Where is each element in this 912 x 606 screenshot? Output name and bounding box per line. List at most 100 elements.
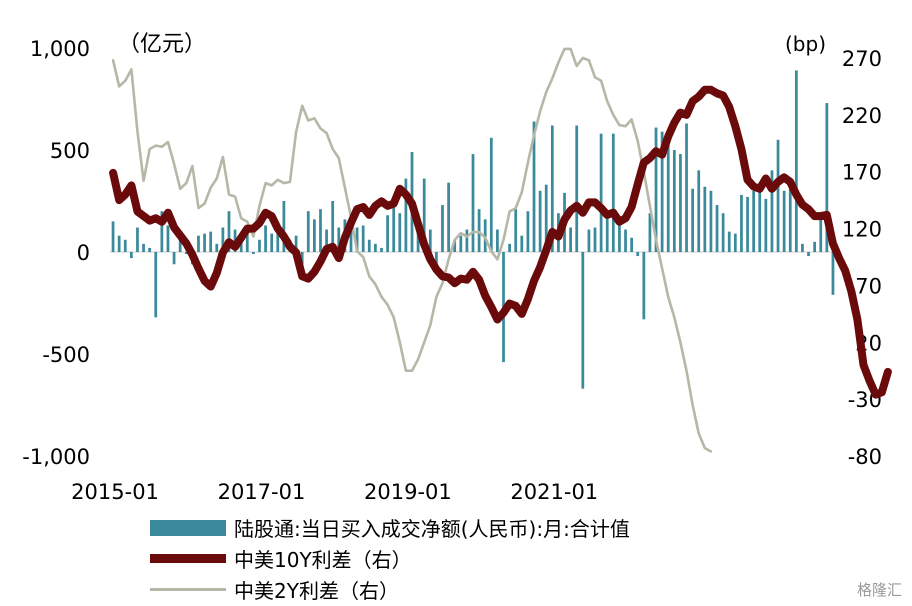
bar — [142, 243, 145, 252]
bar — [532, 121, 536, 252]
bar — [386, 215, 389, 252]
bar — [172, 252, 176, 265]
bar — [435, 252, 438, 265]
bar — [538, 190, 542, 252]
bar — [117, 235, 121, 252]
legend-2y-swatch — [150, 588, 226, 591]
x-tick-label: 2019-01 — [364, 480, 452, 504]
bar — [813, 241, 817, 252]
bar — [398, 213, 402, 252]
bar — [270, 233, 274, 252]
bar — [477, 209, 481, 252]
bar — [544, 184, 548, 252]
bar — [715, 205, 719, 252]
bar — [587, 229, 591, 252]
bar — [624, 229, 627, 252]
bar — [264, 225, 267, 252]
x-axis-ticks: 2015-01 2017-01 2019-01 2021-01 — [71, 480, 598, 504]
bar — [514, 209, 518, 252]
right-tick-label: 120 — [842, 218, 882, 242]
bar — [447, 182, 450, 252]
bar — [831, 252, 835, 295]
bar — [569, 227, 572, 252]
watermark-text: 格隆汇 — [856, 581, 902, 599]
legend-10y-label: 中美10Y利差（右） — [234, 548, 412, 572]
x-tick-label: 2021-01 — [510, 480, 598, 504]
bar — [733, 233, 737, 252]
bar — [575, 125, 579, 252]
bar — [550, 125, 554, 252]
bar — [648, 213, 652, 252]
bar — [306, 211, 310, 252]
bar — [325, 229, 328, 252]
left-tick-label: 0 — [77, 241, 90, 265]
line-2y — [111, 47, 713, 453]
bar — [703, 186, 707, 252]
bar — [691, 188, 695, 252]
bar — [819, 217, 823, 252]
bar — [374, 243, 377, 252]
bar — [520, 235, 524, 252]
x-tick-label: 2017-01 — [218, 480, 306, 504]
bar — [776, 139, 780, 252]
bar — [697, 170, 701, 252]
bar — [215, 243, 219, 252]
left-axis-ticks: 1,000 500 0 -500 -1,000 — [22, 37, 90, 469]
bar — [660, 131, 664, 252]
bar — [526, 211, 530, 252]
right-tick-label: 220 — [842, 104, 882, 128]
bar — [209, 231, 213, 252]
legend-bar-swatch — [150, 519, 226, 536]
bar — [782, 190, 786, 252]
legend: 陆股通:当日买入成交净额(人民币):月:合计值 中美10Y利差（右） 中美2Y利… — [150, 512, 630, 605]
bar — [654, 127, 658, 252]
bar — [441, 205, 444, 252]
bar — [709, 190, 713, 252]
bar — [599, 133, 603, 252]
bar — [197, 235, 200, 252]
bar — [727, 231, 731, 252]
bar — [740, 194, 743, 252]
bar — [721, 213, 725, 252]
bar — [203, 233, 206, 252]
left-tick-label: 500 — [50, 139, 90, 163]
bar — [349, 229, 353, 252]
legend-10y-swatch — [150, 554, 226, 563]
bar — [380, 247, 383, 252]
bar — [422, 178, 426, 252]
bar — [630, 237, 633, 252]
right-tick-label: 270 — [842, 47, 882, 71]
bar — [300, 252, 304, 265]
bar — [367, 239, 371, 252]
bar — [764, 198, 768, 252]
bar — [459, 235, 463, 252]
bar — [611, 133, 615, 252]
bar — [123, 239, 127, 252]
bar — [746, 196, 749, 252]
bar — [276, 229, 280, 252]
bar — [294, 235, 298, 252]
bar — [666, 133, 670, 252]
bar — [636, 252, 640, 257]
bar — [581, 252, 585, 389]
bar — [465, 229, 469, 252]
bar — [252, 252, 255, 255]
bar — [166, 225, 170, 252]
bar — [184, 252, 188, 255]
bar — [404, 178, 408, 252]
bar — [679, 154, 682, 252]
legend-item-10y: 中美10Y利差（右） — [150, 543, 630, 574]
bar — [642, 252, 646, 320]
legend-item-bar: 陆股通:当日买入成交净额(人民币):月:合计值 — [150, 512, 630, 543]
bar — [245, 233, 249, 252]
bar — [258, 239, 261, 252]
bar — [136, 227, 139, 252]
bar — [154, 252, 158, 318]
right-tick-label: 170 — [842, 161, 882, 185]
bar — [148, 247, 152, 252]
bar — [453, 239, 457, 252]
bar — [471, 154, 475, 252]
watermark: 格隆汇 — [857, 579, 902, 600]
